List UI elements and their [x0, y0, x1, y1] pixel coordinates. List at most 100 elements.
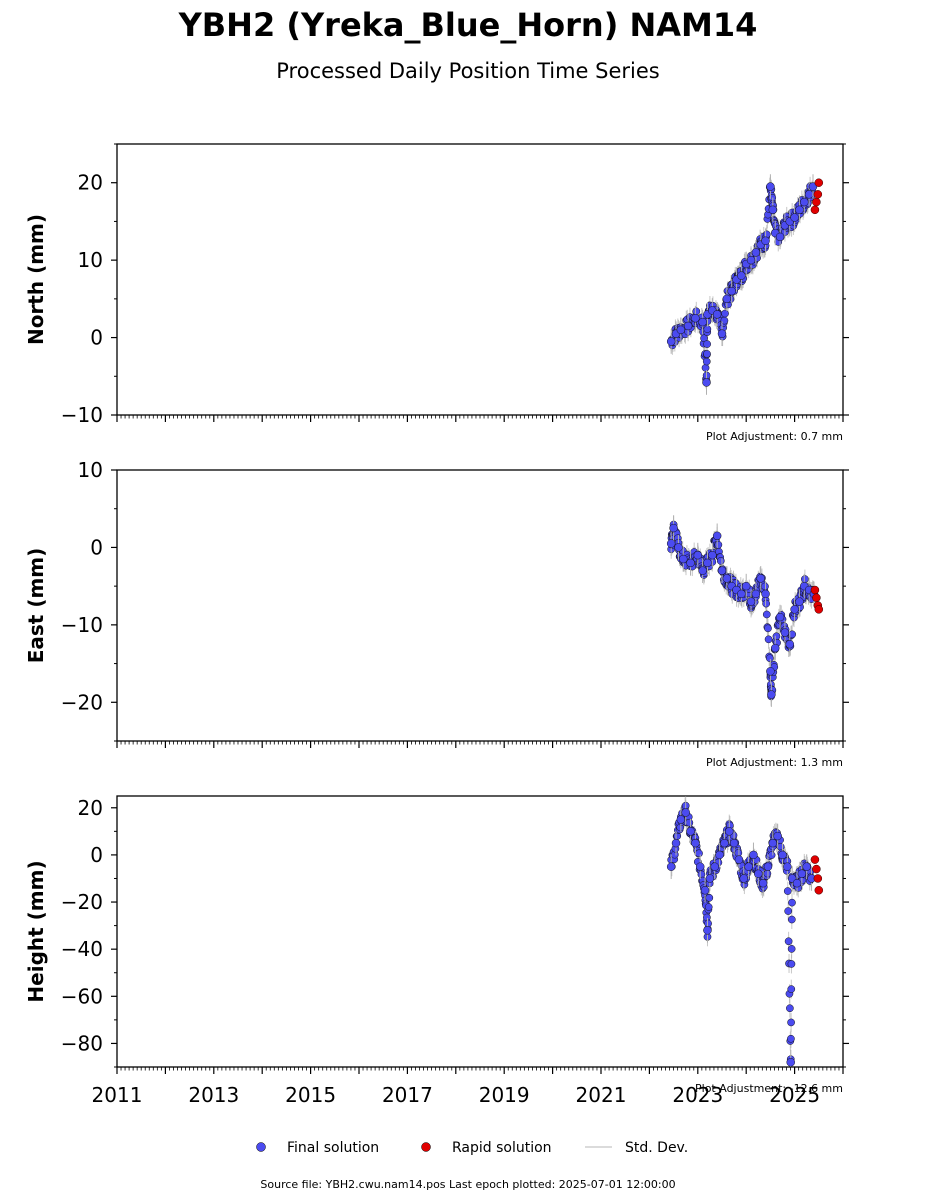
final-solution-point: [762, 610, 771, 619]
final-solution-point: [721, 309, 729, 318]
y-axis-label: East (mm): [24, 548, 48, 664]
final-solution-point: [666, 337, 676, 346]
final-solution-point: [766, 182, 775, 191]
final-solution-point: [751, 248, 761, 257]
y-tick-label: 10: [78, 458, 103, 482]
rapid-solution-point: [814, 178, 824, 187]
final-solution-point: [671, 838, 681, 848]
rapid-solution-point: [812, 864, 821, 874]
final-solution-point: [761, 589, 770, 599]
final-solution-point: [768, 205, 778, 215]
panels: −10 0 10 20 North (mm) Plot Adjustment: 0.7 m…: [24, 143, 849, 1095]
y-axis-label: Height (mm): [24, 860, 48, 1002]
final-solution-point: [695, 849, 703, 858]
final-solution-point: [717, 566, 727, 575]
y-tick-label: 20: [78, 171, 103, 195]
y-tick-label: −20: [61, 890, 103, 914]
final-solution-point: [787, 985, 796, 993]
y-tick-label: 20: [78, 796, 103, 820]
y-tick-label: −10: [61, 403, 103, 427]
final-solution-point: [720, 838, 729, 848]
final-solution-point: [795, 597, 804, 606]
final-solution-point: [685, 818, 694, 827]
final-solution-point: [714, 540, 723, 549]
final-solution-point: [765, 654, 774, 663]
final-solution-point: [786, 1058, 795, 1067]
y-tick-label: −80: [61, 1031, 103, 1055]
final-solution-point: [783, 887, 792, 895]
final-solution-point: [703, 350, 711, 358]
legend-rapid-marker: [421, 1142, 431, 1152]
plot-frame: [116, 469, 844, 742]
final-solution-point: [787, 960, 796, 968]
y-tick-label: −20: [61, 690, 103, 714]
rapid-solution-point: [813, 190, 823, 199]
x-tick-label: 2023: [672, 1083, 723, 1107]
rapid-solution-point: [813, 874, 823, 883]
final-solution-point: [770, 643, 780, 653]
final-solution-point: [801, 575, 809, 583]
final-solution-point: [704, 919, 712, 928]
final-solution-point: [712, 531, 722, 541]
rapid-solution-point: [814, 886, 824, 895]
final-solution-point: [761, 236, 770, 246]
final-solution-point: [691, 838, 700, 848]
final-solution-point: [717, 329, 727, 338]
final-solution-point: [784, 937, 793, 946]
legend: Final solution Rapid solution Std. Dev.: [256, 1140, 688, 1156]
x-tick-label: 2021: [576, 1083, 627, 1107]
x-tick-label: 2015: [285, 1083, 336, 1107]
plot-adjustment-note: Plot Adjustment: 1.3 mm: [706, 756, 843, 769]
panel-east-mm: −20 −10 0 10 East (mm) Plot Adjustment: 1.3 m…: [24, 458, 849, 769]
final-solution-point: [708, 550, 717, 560]
final-solution-point: [703, 926, 712, 935]
final-solution-point: [702, 378, 711, 387]
final-solution-point: [776, 842, 785, 851]
final-solution-point: [725, 827, 734, 836]
final-solution-point: [758, 878, 768, 888]
final-solution-point: [739, 874, 749, 883]
x-tick-label: 2025: [769, 1083, 820, 1107]
final-solution-point: [785, 639, 795, 649]
final-solution-point: [786, 1004, 794, 1013]
x-axis-labels: 2011 2013 2015 2017 2019 2021 2023 2025: [92, 1083, 821, 1107]
plot-adjustment-note: Plot Adjustment: 0.7 mm: [706, 430, 843, 443]
final-solution-point: [768, 193, 777, 202]
final-solution-point: [773, 831, 782, 841]
final-solution-point: [744, 862, 753, 871]
footer-source: Source file: YBH2.cwu.nam14.pos Last epo…: [260, 1178, 675, 1191]
final-solution-point: [703, 558, 712, 568]
final-solution-point: [692, 307, 701, 316]
x-tick-label: 2017: [382, 1083, 433, 1107]
rapid-solution-point: [810, 205, 820, 215]
final-solution-point: [756, 574, 765, 583]
final-solution-point: [683, 321, 693, 331]
final-solution-point: [722, 294, 732, 304]
final-solution-point: [787, 945, 796, 953]
final-solution-point: [768, 838, 778, 848]
legend-std-label: Std. Dev.: [625, 1140, 688, 1156]
y-tick-label: −10: [61, 613, 103, 637]
x-tick-label: 2013: [188, 1083, 239, 1107]
final-solution-point: [679, 554, 688, 564]
final-solution-point: [787, 1018, 795, 1027]
final-solution-point: [700, 886, 710, 895]
final-solution-point: [686, 827, 695, 836]
final-solution-point: [763, 869, 772, 878]
final-solution-point: [710, 862, 719, 871]
final-solution-point: [764, 635, 773, 644]
final-solution-point: [727, 286, 736, 296]
final-solution-point: [787, 915, 796, 924]
final-solution-point: [802, 862, 811, 871]
rapid-solution-point: [810, 585, 820, 595]
final-solution-point: [691, 313, 700, 323]
final-solution-point: [712, 310, 722, 319]
final-solution-point: [669, 523, 678, 533]
chart-title: YBH2 (Yreka_Blue_Horn) NAM14: [178, 6, 758, 44]
panel-height-mm: −80 −60 −40 −20 0 20 Height (mm) Plot Adjustmen…: [24, 795, 849, 1095]
rapid-solution-point: [812, 593, 821, 603]
final-solution-point: [676, 325, 686, 335]
final-solution-point: [767, 690, 776, 699]
final-solution-point: [775, 612, 785, 622]
y-tick-label: −60: [61, 984, 103, 1008]
